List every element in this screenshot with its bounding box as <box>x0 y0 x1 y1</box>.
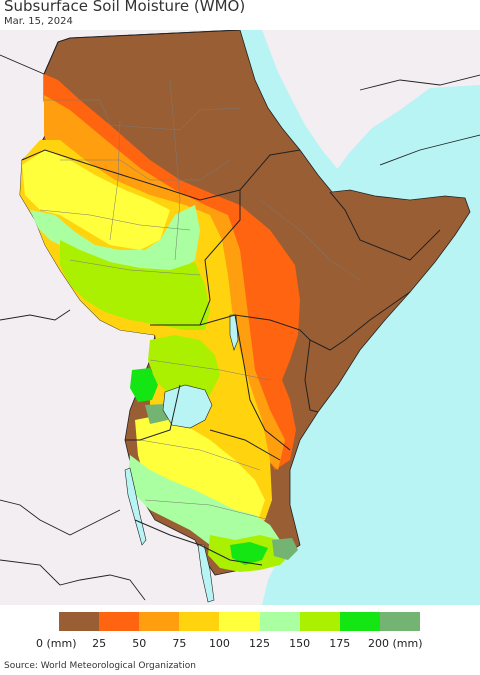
legend-tick-label: 100 <box>208 637 230 650</box>
legend-tick-label: 0 (mm) <box>36 637 77 650</box>
legend-swatch <box>299 612 340 631</box>
legend-swatch <box>219 612 260 631</box>
legend-swatch <box>99 612 140 631</box>
legend-swatch <box>379 612 420 631</box>
lake-malawi <box>197 544 215 603</box>
zone-200-plus-west <box>145 404 168 424</box>
zone-125-150 <box>30 205 200 270</box>
country-borders <box>21 30 441 566</box>
zone-100-125 <box>22 150 170 250</box>
zone-175-200 <box>130 368 158 402</box>
zone-150-175-lake-region <box>148 335 220 400</box>
ocean <box>240 30 480 605</box>
legend-swatch <box>139 612 180 631</box>
legend-swatch <box>179 612 220 631</box>
legend-tick-label: 25 <box>92 637 107 650</box>
zone-175-200-south <box>230 542 268 565</box>
map-date: Mar. 15, 2024 <box>4 16 73 27</box>
source-credit: Source: World Meteorological Organizatio… <box>4 661 196 671</box>
legend-swatch <box>339 612 380 631</box>
legend-tick-label: 75 <box>172 637 187 650</box>
legend-swatch <box>59 612 100 631</box>
legend-tick-label: 150 <box>289 637 311 650</box>
map-title: Subsurface Soil Moisture (WMO) <box>4 0 246 15</box>
admin-boundaries <box>39 79 361 521</box>
soil-moisture-map <box>0 30 480 605</box>
lake-tanganyika <box>124 467 147 546</box>
legend-colorbar <box>59 612 420 631</box>
outside-borders <box>0 54 480 601</box>
lake-victoria <box>162 384 213 429</box>
legend-swatch <box>259 612 300 631</box>
red-sea <box>240 30 348 192</box>
zone-150-175-south-sudan <box>60 240 210 330</box>
legend-tick-label: 200 (mm) <box>368 637 423 650</box>
legend-tick-label: 125 <box>249 637 271 650</box>
zone-125-150-south <box>128 455 280 560</box>
zone-200-plus <box>272 538 298 560</box>
legend-tick-label: 50 <box>132 637 147 650</box>
legend-tick-label: 175 <box>329 637 351 650</box>
